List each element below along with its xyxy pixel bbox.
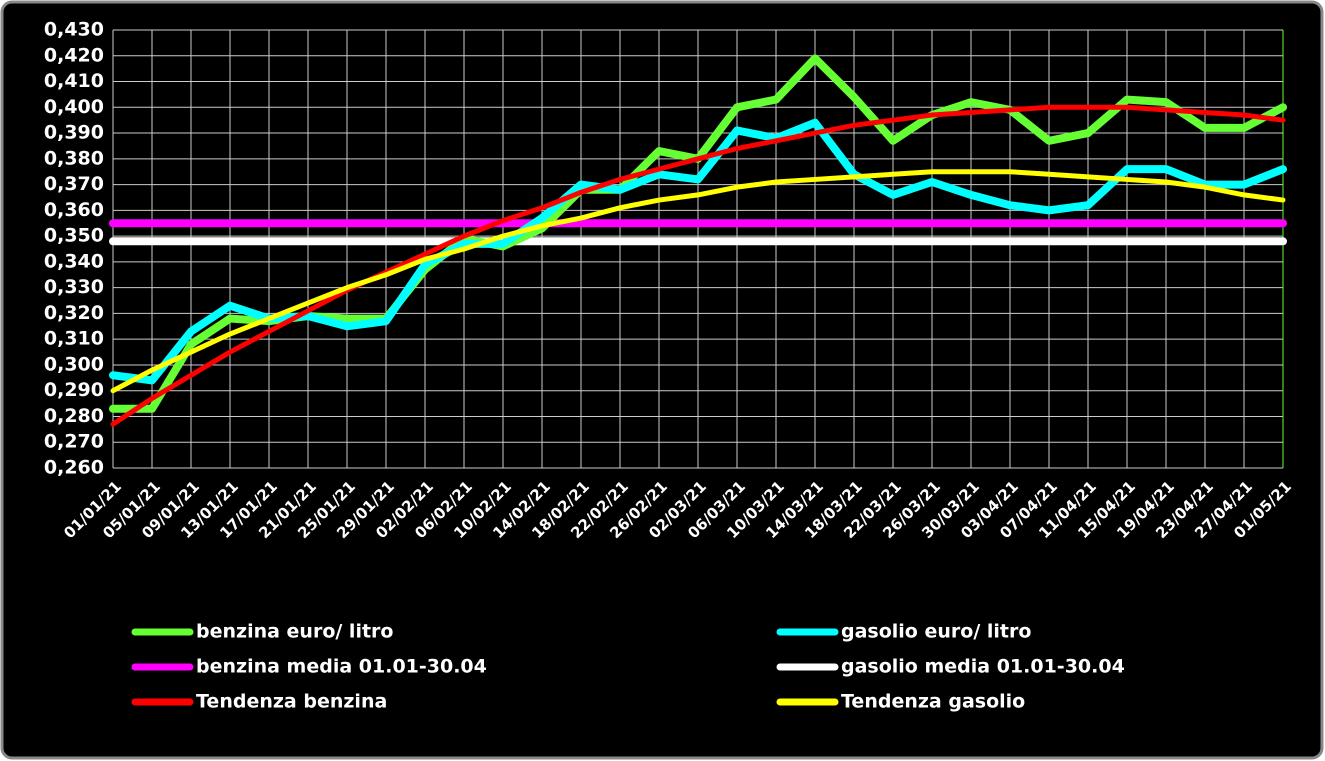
y-tick-label: 0,380	[44, 147, 104, 169]
y-tick-label: 0,310	[44, 328, 104, 350]
legend-label: Tendenza benzina	[196, 691, 387, 713]
series-line	[110, 169, 1286, 394]
y-tick-label: 0,280	[44, 405, 104, 427]
y-tick-label: 0,270	[44, 431, 104, 453]
y-tick-label: 0,420	[44, 44, 104, 66]
legend-label: benzina euro/ litro	[196, 621, 393, 643]
y-tick-label: 0,360	[44, 199, 104, 221]
y-tick-label: 0,330	[44, 276, 104, 298]
y-tick-label: 0,350	[44, 225, 104, 247]
y-tick-label: 0,260	[44, 457, 104, 479]
legend-label: Tendenza gasolio	[841, 691, 1025, 713]
legend-label: gasolio euro/ litro	[841, 621, 1031, 643]
y-tick-label: 0,430	[44, 19, 104, 41]
y-tick-label: 0,320	[44, 302, 104, 324]
y-tick-label: 0,390	[44, 122, 104, 144]
y-tick-label: 0,300	[44, 353, 104, 375]
y-tick-label: 0,410	[44, 70, 104, 92]
series-line	[109, 118, 1287, 385]
series-line	[110, 104, 1286, 427]
y-tick-label: 0,400	[44, 96, 104, 118]
y-tick-label: 0,340	[44, 250, 104, 272]
legend-label: benzina media 01.01-30.04	[196, 656, 487, 678]
legend-label: gasolio media 01.01-30.04	[841, 656, 1125, 678]
y-tick-label: 0,290	[44, 379, 104, 401]
y-tick-label: 0,370	[44, 173, 104, 195]
